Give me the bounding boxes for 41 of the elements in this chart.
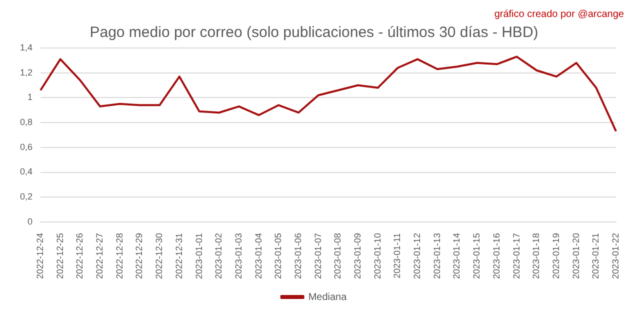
x-tick-label: 2023-01-10	[372, 232, 382, 280]
x-tick-label: 2023-01-16	[491, 232, 502, 280]
y-tick-label: 1	[27, 92, 33, 102]
text: gráfico creado por @arcange	[494, 9, 624, 20]
x-tick-label: 2023-01-07	[312, 232, 323, 280]
y-tick-label: 0,8	[20, 117, 33, 128]
legend-label: Mediana	[308, 292, 348, 303]
x-tick-label: 2023-01-15	[472, 232, 482, 280]
y-tick-label: 0,6	[20, 142, 33, 152]
x-tick-label: 2023-01-14	[452, 232, 462, 280]
y-tick-label: 0,4	[20, 166, 33, 177]
x-tick-label: 2023-01-08	[332, 232, 343, 280]
x-tick-label: 2023-01-04	[253, 232, 264, 280]
x-tick-label: 2023-01-18	[531, 232, 542, 280]
y-tick-label: 1,4	[20, 42, 33, 52]
x-tick-label: 2023-01-20	[570, 232, 581, 280]
x-tick-label: 2023-01-21	[590, 232, 601, 280]
x-tick-label: 2023-01-01	[194, 232, 204, 280]
x-tick-label: 2023-01-06	[292, 232, 303, 280]
x-tick-label: 2023-01-05	[273, 232, 284, 280]
x-tick-label: 2023-01-17	[511, 232, 522, 280]
x-tick-label: 2023-01-22	[610, 232, 620, 280]
x-tick-label: 2023-01-09	[352, 232, 363, 280]
y-tick-label: 1,2	[20, 67, 33, 78]
x-tick-label: 2023-01-13	[432, 232, 442, 280]
y-tick-label: 0	[27, 216, 33, 226]
x-tick-label: 2022-12-26	[74, 232, 85, 280]
x-tick-label: 2022-12-28	[114, 232, 124, 280]
chart-title: Pago medio por correo (solo publicaciones - últimos 30 días - HBD)	[90, 24, 538, 42]
x-tick-label: 2022-12-24	[34, 232, 45, 280]
x-tick-label: 2022-12-31	[174, 232, 184, 280]
x-tick-label: 2023-01-02	[214, 232, 224, 280]
x-tick-label: 2022-12-25	[54, 232, 65, 280]
x-tick-label: 2022-12-30	[154, 232, 164, 280]
x-tick-label: 2023-01-19	[550, 232, 561, 280]
y-tick-label: 0,2	[20, 192, 33, 202]
x-tick-label: 2023-01-03	[233, 232, 244, 280]
x-tick-label: 2022-12-27	[94, 232, 105, 280]
x-tick-label: 2023-01-11	[392, 232, 402, 278]
x-tick-label: 2023-01-12	[412, 232, 422, 280]
x-tick-label: 2022-12-29	[134, 232, 144, 280]
